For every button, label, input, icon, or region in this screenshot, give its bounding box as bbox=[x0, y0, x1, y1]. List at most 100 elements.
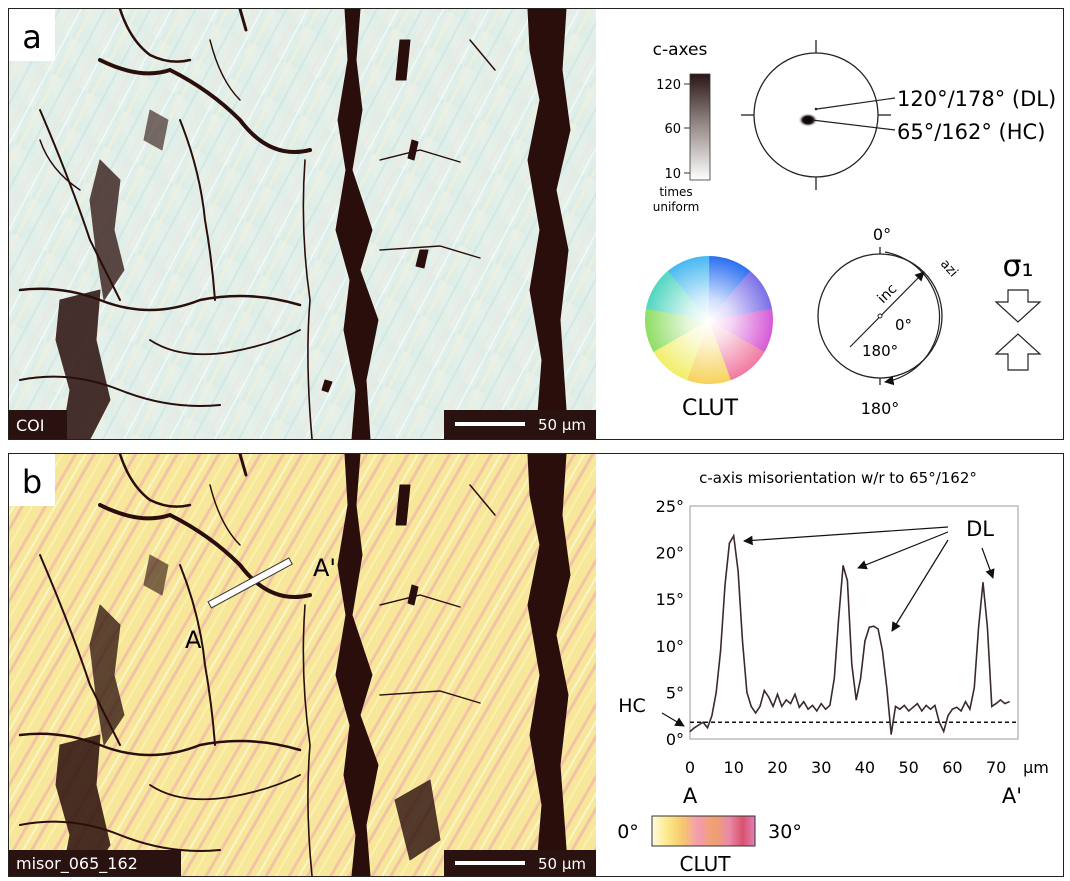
series-point bbox=[986, 626, 988, 628]
pole-label-hc: 65°/162° (HC) bbox=[897, 120, 1045, 144]
panel-a-map bbox=[9, 9, 596, 439]
dl-leader-line bbox=[816, 97, 896, 110]
dl-annotation-label: DL bbox=[966, 517, 994, 541]
panel-a-letter-box bbox=[9, 9, 55, 61]
series-point bbox=[706, 727, 709, 729]
series-point bbox=[693, 727, 695, 729]
series-point bbox=[1004, 702, 1006, 705]
hc-arrow bbox=[661, 712, 685, 727]
series-point bbox=[899, 708, 901, 710]
hc-label: HC bbox=[618, 695, 646, 717]
series-point bbox=[956, 706, 958, 708]
series-point bbox=[720, 649, 722, 652]
dl-arrow-1 bbox=[743, 526, 949, 546]
sigma1-up-arrow bbox=[994, 333, 1042, 371]
profile-end-label: A' bbox=[313, 554, 336, 582]
panel-a-letter: a bbox=[22, 18, 42, 56]
pole-dl-point bbox=[814, 107, 818, 111]
y-tick-label: 10° bbox=[656, 637, 684, 656]
x-tick-label: 60 bbox=[942, 758, 962, 777]
series-point bbox=[698, 724, 700, 726]
series-point bbox=[816, 710, 818, 712]
sigma1-label: σ₁ bbox=[1002, 249, 1033, 284]
profile-line-marker bbox=[207, 557, 293, 609]
key-top-label: 0° bbox=[873, 225, 891, 244]
panel-b-letter: b bbox=[22, 463, 42, 501]
series-point bbox=[978, 626, 980, 628]
series-point bbox=[859, 677, 862, 680]
series-point bbox=[728, 542, 730, 544]
pole-maximum bbox=[798, 113, 818, 127]
series-point bbox=[938, 721, 940, 723]
x-tick-label: 40 bbox=[855, 758, 875, 777]
series-point bbox=[807, 708, 809, 710]
clut-max-label: 30° bbox=[768, 821, 802, 843]
series-point bbox=[868, 626, 870, 628]
legend-tick-10: 10 bbox=[664, 167, 681, 182]
clut-color-wheel bbox=[645, 256, 773, 384]
series-point bbox=[755, 712, 757, 714]
series-point bbox=[689, 730, 691, 733]
series-point bbox=[768, 696, 770, 698]
series-point bbox=[820, 702, 822, 705]
series-point bbox=[798, 706, 800, 708]
x-axis-unit: µm bbox=[1023, 758, 1049, 777]
series-point bbox=[785, 699, 787, 701]
x-start-label: A bbox=[683, 784, 698, 808]
series-point bbox=[833, 677, 835, 680]
series-point bbox=[890, 733, 892, 735]
chart-title: c-axis misorientation w/r to 65°/162° bbox=[699, 469, 977, 487]
series-point bbox=[877, 628, 879, 630]
legend-caption-times: times bbox=[659, 185, 692, 199]
dl-arrow-4 bbox=[981, 547, 995, 579]
series-point bbox=[733, 535, 735, 537]
series-point bbox=[711, 715, 713, 717]
panel-b-letter-box bbox=[9, 454, 55, 506]
series-point bbox=[851, 663, 853, 666]
key-inner-label: 180° bbox=[862, 342, 898, 360]
legend-tick-120: 120 bbox=[656, 78, 681, 93]
clut-color-bar bbox=[651, 815, 756, 847]
series-point bbox=[1008, 701, 1010, 703]
series-point bbox=[991, 705, 993, 707]
series-point bbox=[803, 701, 805, 703]
pole-label-dl: 120°/178° (DL) bbox=[897, 87, 1056, 111]
y-tick-label: 20° bbox=[656, 544, 684, 563]
series-point bbox=[715, 691, 717, 694]
series-point bbox=[903, 704, 905, 707]
series-point bbox=[750, 705, 752, 707]
series-point bbox=[741, 640, 744, 642]
series-point bbox=[763, 689, 765, 692]
misorientation-chart: c-axis misorientation w/r to 65°/162° 0°… bbox=[618, 469, 1049, 808]
panel-b-map bbox=[9, 454, 596, 876]
series-point bbox=[934, 704, 936, 707]
y-tick-label: 5° bbox=[666, 683, 684, 702]
y-tick-label: 25° bbox=[656, 497, 684, 516]
series-point bbox=[811, 704, 814, 707]
panel-a-map-label: COI bbox=[16, 416, 44, 435]
series-point bbox=[864, 640, 866, 642]
series-point bbox=[921, 710, 923, 712]
series-point bbox=[947, 715, 949, 717]
x-tick-label: 20 bbox=[767, 758, 787, 777]
x-tick-label: 10 bbox=[724, 758, 744, 777]
series-point bbox=[982, 581, 984, 584]
series-point bbox=[973, 687, 975, 689]
series-point bbox=[776, 693, 779, 695]
key-bottom-label: 180° bbox=[861, 399, 900, 418]
series-point bbox=[789, 702, 792, 705]
series-point bbox=[737, 570, 739, 572]
series-point bbox=[772, 705, 774, 707]
series-point bbox=[943, 730, 945, 733]
misorientation-series-line bbox=[689, 533, 1010, 735]
series-point bbox=[842, 565, 844, 567]
profile-start-label: A bbox=[185, 626, 202, 654]
series-point bbox=[838, 617, 840, 619]
x-end-label: A' bbox=[1002, 784, 1022, 808]
hc-leader-line bbox=[811, 119, 896, 131]
series-point bbox=[702, 721, 704, 723]
panel-a-scale-label: 50 µm bbox=[538, 416, 586, 434]
times-uniform-scale bbox=[689, 73, 711, 181]
series-point bbox=[829, 704, 831, 707]
